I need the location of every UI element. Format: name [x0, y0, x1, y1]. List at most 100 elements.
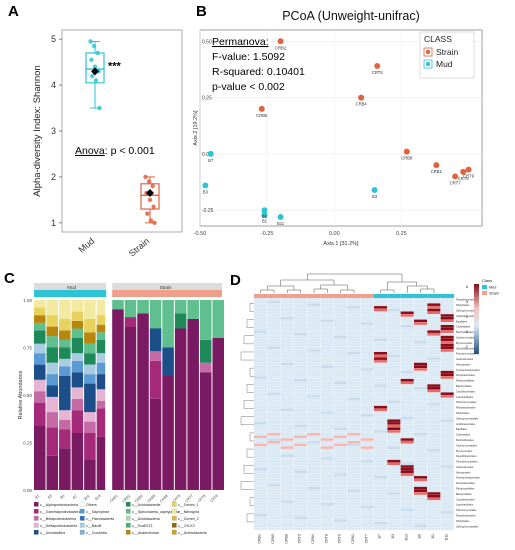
heatmap-cell: [307, 400, 321, 404]
heatmap-cell: [374, 306, 388, 309]
heatmap-cell: [334, 438, 348, 441]
heatmap-cell: [427, 467, 441, 471]
legend-swatch: [171, 522, 177, 528]
heatmap-cell: [414, 511, 428, 514]
heatmap-cell: [280, 308, 294, 312]
heatmap-cell: [440, 365, 454, 368]
heatmap-cell: [307, 454, 321, 458]
heatmap-cell: [387, 373, 401, 377]
heatmap-cell: [294, 481, 308, 484]
bar-segment: [137, 313, 149, 490]
heatmap-cell: [400, 341, 414, 344]
heatmap-cell: [307, 476, 321, 479]
heatmap-cell: [427, 508, 441, 511]
heatmap-cell: [267, 449, 281, 452]
legend-swatch: [125, 508, 131, 514]
heatmap-cell: [294, 322, 308, 325]
heatmap-cell: [254, 319, 268, 323]
heatmap-cell: [320, 368, 334, 371]
heatmap-cell: [400, 322, 414, 325]
heatmap-cell: [387, 419, 401, 422]
heatmap-cell: [334, 484, 348, 487]
heatmap-cell: [307, 419, 321, 422]
heatmap-cell: [427, 489, 441, 493]
heatmap-cell: [387, 462, 401, 466]
heatmap-cell: [360, 368, 374, 371]
bar-segment: [149, 300, 162, 329]
heatmap-cell: [267, 392, 281, 395]
heatmap-cell: [360, 306, 374, 309]
heatmap-cell: [400, 351, 414, 355]
heatmap-cell: [280, 298, 294, 301]
heatmap-cell: [320, 449, 334, 452]
heatmap-cell: [374, 346, 388, 350]
heatmap-cell: [387, 405, 401, 409]
heatmap-cell: [440, 489, 454, 493]
bar-segment: [71, 311, 84, 321]
heatmap-cell: [400, 311, 414, 315]
class-strip-cell: [347, 294, 361, 298]
heatmap-cell: [347, 381, 361, 385]
heatmap-cell: [320, 513, 334, 517]
heatmap-cell: [440, 311, 454, 315]
legend-marker: [425, 61, 431, 67]
heatmap-cell: [400, 387, 414, 390]
heatmap-cell: [307, 451, 321, 455]
heatmap-cell: [427, 330, 441, 333]
bar-segment: [112, 309, 124, 490]
y-tick-label: -0.25: [202, 208, 214, 214]
heatmap-cell: [347, 511, 361, 514]
heatmap-cell: [334, 378, 348, 382]
heatmap-cell: [347, 478, 361, 482]
heatmap-cell: [320, 354, 334, 358]
legend-swatch: [79, 508, 85, 514]
heatmap-cell: [374, 435, 388, 439]
heatmap-cell: [347, 316, 361, 320]
heatmap-cell: [440, 516, 454, 520]
legend-label: c__Deltaproteobacteria: [40, 524, 77, 528]
heatmap-cell: [360, 411, 374, 414]
heatmap-cell: [400, 303, 414, 306]
heatmap-cell: [320, 459, 334, 463]
heatmap-cell: [267, 451, 281, 455]
heatmap-cell: [320, 489, 334, 493]
heatmap-cell: [427, 338, 441, 342]
heatmap-cell: [347, 454, 361, 458]
heatmap-cell: [294, 432, 308, 436]
heatmap-cell: [280, 403, 294, 406]
heatmap-cell: [427, 389, 441, 393]
heatmap-cell: [320, 486, 334, 490]
heatmap-cell: [347, 403, 361, 406]
heatmap-cell: [254, 430, 268, 433]
heatmap-cell: [294, 457, 308, 460]
bar-segment: [59, 366, 71, 376]
row-label: Rhodospirillales: [456, 487, 475, 491]
panel-letter-a: A: [8, 3, 19, 20]
heatmap-cell: [294, 476, 308, 479]
heatmap-cell: [307, 330, 321, 333]
heatmap-cell: [267, 354, 281, 358]
heatmap-cell: [294, 454, 308, 458]
heatmap-cell: [414, 465, 428, 468]
heatmap-cell: [414, 362, 428, 366]
heatmap-cell: [320, 435, 334, 439]
row-label: Rhizobiales: [456, 303, 470, 307]
heatmap-cell: [254, 465, 268, 468]
heatmap-cell: [360, 351, 374, 355]
heatmap-cell: [334, 376, 348, 379]
heatmap-cell: [374, 384, 388, 387]
heatmap-cell: [307, 432, 321, 436]
heatmap-cell: [440, 473, 454, 476]
significance-stars: ***: [108, 61, 122, 73]
heatmap-cell: [360, 384, 374, 387]
heatmap-cell: [254, 387, 268, 390]
heatmap-cell: [254, 524, 268, 528]
heatmap-cell: [307, 527, 321, 530]
class-strip-cell: [360, 294, 374, 298]
heatmap-cell: [400, 430, 414, 433]
heatmap-cell: [414, 308, 428, 312]
heatmap-cell: [307, 319, 321, 323]
facet-header: [112, 283, 222, 290]
heatmap-cell: [294, 327, 308, 331]
heatmap-cell: [360, 422, 374, 425]
